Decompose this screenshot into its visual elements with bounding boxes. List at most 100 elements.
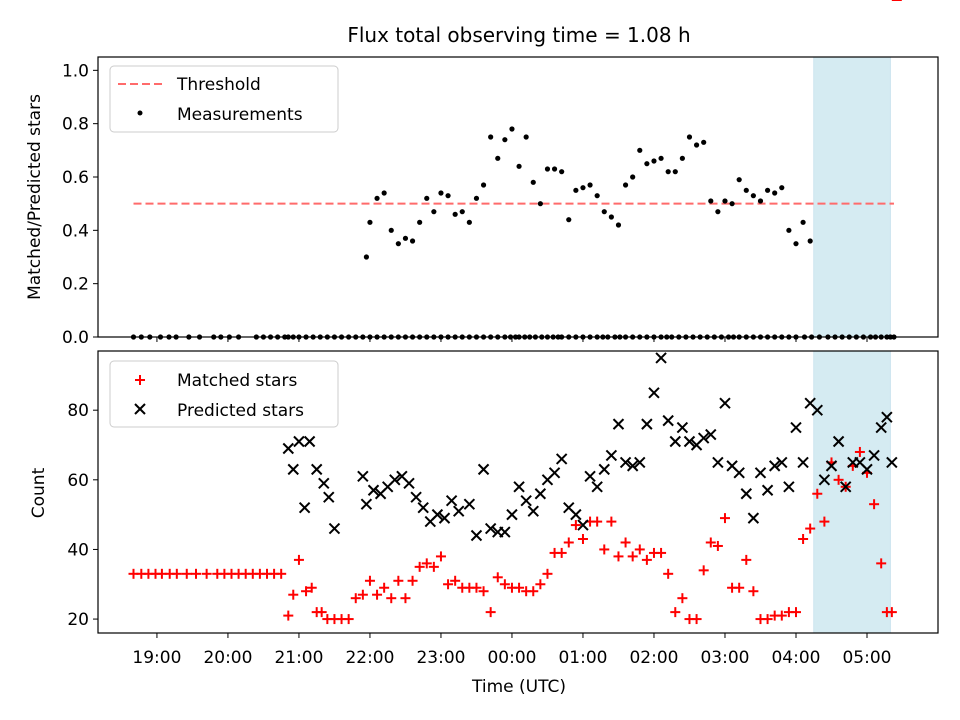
predicted-star-point — [499, 526, 511, 538]
matched-star-point — [656, 547, 667, 558]
predicted-star-point — [453, 505, 465, 517]
matched-star-point — [599, 544, 610, 555]
predicted-star-point — [705, 428, 717, 441]
legend-measurement-label: Measurements — [177, 105, 303, 125]
legend-predicted-swatch — [134, 403, 146, 415]
predicted-star-point — [534, 488, 547, 500]
matched-star-point — [306, 582, 317, 593]
measurement-point — [438, 190, 444, 196]
predicted-star-point — [825, 460, 838, 472]
legend-threshold-label: Threshold — [176, 75, 261, 95]
predicted-star-point — [403, 477, 415, 490]
predicted-star-point — [697, 432, 710, 444]
predicted-star-point — [669, 435, 681, 448]
measurement-point — [672, 169, 678, 175]
predicted-star-point — [868, 449, 880, 462]
predicted-star-point — [768, 460, 781, 472]
predicted-star-point — [740, 488, 752, 500]
predicted-star-point — [790, 421, 802, 434]
matched-star-point — [613, 551, 624, 562]
measurement-point — [708, 198, 714, 204]
measurement-point — [424, 195, 430, 201]
matched-star-point — [400, 593, 411, 604]
predicted-star-point — [410, 491, 422, 503]
measurement-point — [736, 177, 742, 183]
measurement-point — [658, 155, 664, 161]
measurement-point — [417, 219, 423, 225]
predicted-star-point — [655, 352, 667, 364]
measurement-point — [480, 182, 487, 188]
matched-star-points — [128, 0, 902, 625]
legend-predicted-label: Predicted stars — [177, 401, 304, 421]
measurement-point — [509, 126, 515, 132]
predicted-star-point — [417, 501, 429, 514]
predicted-star-point — [634, 456, 646, 469]
measurement-point — [530, 179, 536, 185]
predicted-star-point — [598, 463, 610, 476]
predicted-star-points — [282, 352, 898, 542]
matched-star-point — [876, 558, 887, 569]
count-panel: 20 40 60 80 19:00 20:00 21:00 22:00 23:00 00:00 0… — [29, 0, 939, 697]
predicted-star-point — [310, 463, 323, 476]
predicted-star-point — [605, 449, 618, 462]
count-x-tick-label: 23:00 — [416, 648, 465, 668]
predicted-star-point — [612, 418, 625, 430]
matched-star-point — [357, 589, 368, 600]
matched-star-point — [762, 614, 773, 625]
predicted-star-point — [591, 481, 603, 493]
matched-star-point — [886, 607, 897, 618]
measurement-point — [452, 211, 458, 217]
matched-star-point — [421, 558, 432, 569]
matched-star-point — [316, 607, 327, 618]
predicted-star-point — [293, 435, 305, 448]
count-x-tick-label: 04:00 — [771, 648, 820, 668]
predicted-star-point — [513, 481, 525, 493]
x-axis-label: Time (UTC) — [471, 677, 566, 697]
count-y-tick-label: 40 — [67, 540, 89, 560]
measurement-point — [473, 195, 480, 201]
count-x-tick-label: 03:00 — [700, 648, 749, 668]
ratio-y-tick-label: 0.8 — [62, 115, 89, 135]
predicted-star-point — [886, 456, 898, 469]
count-x-tick-label: 02:00 — [629, 648, 678, 668]
predicted-star-point — [662, 414, 674, 427]
measurement-point — [431, 209, 437, 215]
matched-star-point — [364, 575, 375, 586]
predicted-star-point — [323, 491, 335, 503]
ratio-y-ticks: 0.0 0.2 0.4 0.6 0.8 1.0 — [62, 61, 868, 348]
matched-star-point — [798, 534, 809, 544]
matched-star-point — [435, 551, 446, 562]
matched-star-point — [276, 568, 287, 579]
predicted-star-point — [527, 505, 539, 517]
measurement-point — [665, 169, 671, 175]
count-y-tick-label: 60 — [67, 471, 89, 491]
matched-star-point — [705, 537, 716, 548]
measurement-point — [445, 193, 451, 199]
matched-star-point — [776, 610, 787, 621]
count-x-tick-label: 01:00 — [558, 648, 607, 668]
matched-star-point — [372, 589, 383, 600]
measurement-point — [608, 214, 614, 220]
predicted-star-point — [520, 494, 532, 507]
count-y-label: Count — [29, 467, 49, 518]
predicted-star-point — [832, 435, 845, 448]
predicted-star-point — [747, 512, 760, 524]
measurement-point — [466, 219, 472, 225]
measurement-point — [516, 163, 522, 169]
predicted-star-point — [389, 474, 401, 486]
measurement-point — [409, 238, 416, 244]
predicted-star-point — [811, 404, 823, 416]
predicted-star-point — [733, 467, 745, 479]
matched-star-point — [712, 540, 723, 551]
measurement-point — [495, 155, 501, 161]
matched-star-point — [748, 586, 759, 597]
measurement-point — [793, 241, 799, 247]
matched-star-point — [471, 582, 482, 593]
matched-star-point — [171, 568, 182, 579]
matched-star-point — [592, 516, 603, 527]
predicted-star-point — [641, 418, 653, 430]
measurement-point — [686, 134, 693, 140]
measurement-point — [488, 134, 494, 140]
matched-star-point — [201, 568, 212, 579]
measurement-point — [622, 182, 629, 188]
